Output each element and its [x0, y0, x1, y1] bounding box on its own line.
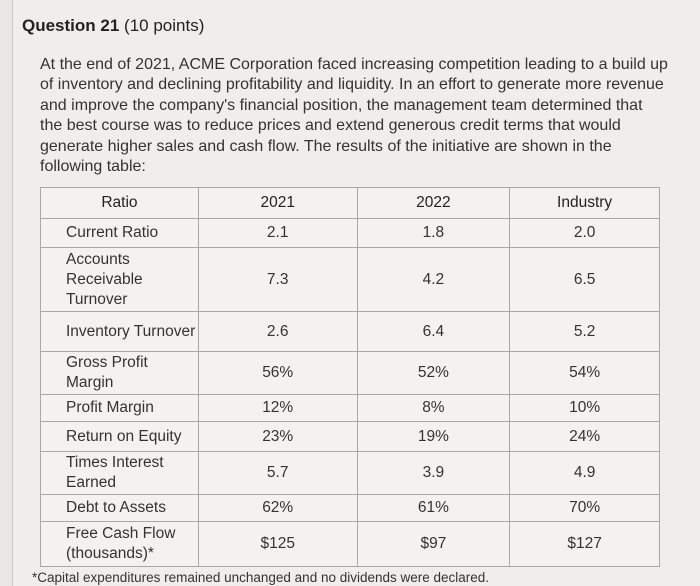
- row-label: Inventory Turnover: [40, 311, 199, 352]
- cell-value: 1.8: [356, 218, 511, 248]
- cell-value: 2.0: [509, 218, 660, 248]
- cell-value: 19%: [356, 421, 511, 452]
- cell-value: 12%: [197, 394, 358, 422]
- question-header: Question 21 (10 points): [22, 16, 204, 36]
- cell-value: 2.6: [197, 311, 358, 352]
- question-text: At the end of 2021, ACME Corporation fac…: [40, 56, 668, 176]
- cell-value: $97: [356, 521, 511, 567]
- cell-value: 4.2: [356, 247, 511, 312]
- question-title: Question 21: [22, 16, 120, 35]
- row-label: Current Ratio: [40, 218, 199, 248]
- cell-value: 52%: [356, 351, 511, 395]
- cell-value: 54%: [509, 351, 660, 395]
- cell-value: 23%: [197, 421, 358, 452]
- cell-value: 2.1: [197, 218, 358, 248]
- header-row: Ratio 2021 2022 Industry: [40, 187, 660, 219]
- cell-value: 7.3: [197, 247, 358, 312]
- table-row: Debt to Assets 62% 61% 70%: [40, 494, 660, 522]
- column-header: 2022: [356, 187, 511, 219]
- table-row: Profit Margin 12% 8% 10%: [40, 394, 660, 422]
- cell-value: 5.7: [197, 451, 358, 495]
- cell-value: $125: [197, 521, 358, 567]
- cell-value: 10%: [509, 394, 660, 422]
- cell-value: 61%: [356, 494, 511, 522]
- row-label: Times Interest Earned: [40, 451, 199, 495]
- footnote: *Capital expenditures remained unchanged…: [32, 570, 490, 585]
- table-row: Current Ratio 2.1 1.8 2.0: [40, 218, 660, 248]
- cell-value: 6.5: [509, 247, 660, 312]
- table-row: Accounts Receivable Turnover 7.3 4.2 6.5: [40, 247, 660, 312]
- cell-value: 6.4: [356, 311, 511, 352]
- cell-value: $127: [509, 521, 660, 567]
- row-label: Profit Margin: [40, 394, 199, 422]
- table-row: Return on Equity 23% 19% 24%: [40, 421, 660, 452]
- question-points: (10 points): [124, 16, 205, 35]
- cell-value: 62%: [197, 494, 358, 522]
- row-label: Debt to Assets: [40, 494, 199, 522]
- table-row: Free Cash Flow (thousands)* $125 $97 $127: [40, 521, 660, 567]
- column-header: Ratio: [40, 187, 199, 219]
- row-label: Gross Profit Margin: [40, 351, 199, 395]
- table-row: Gross Profit Margin 56% 52% 54%: [40, 351, 660, 395]
- cell-value: 24%: [509, 421, 660, 452]
- column-header: Industry: [509, 187, 660, 219]
- table-row: Times Interest Earned 5.7 3.9 4.9: [40, 451, 660, 495]
- cell-value: 3.9: [356, 451, 511, 495]
- cell-value: 56%: [197, 351, 358, 395]
- column-header: 2021: [197, 187, 358, 219]
- cell-value: 70%: [509, 494, 660, 522]
- table-row: Inventory Turnover 2.6 6.4 5.2: [40, 311, 660, 352]
- cell-value: 5.2: [509, 311, 660, 352]
- cell-value: 4.9: [509, 451, 660, 495]
- row-label: Free Cash Flow (thousands)*: [40, 521, 199, 567]
- cell-value: 8%: [356, 394, 511, 422]
- ratio-table: Ratio 2021 2022 Industry Current Ratio 2.1 1.8…: [40, 187, 660, 567]
- row-label: Accounts Receivable Turnover: [40, 247, 199, 312]
- table-body: Current Ratio 2.1 1.8 2.0 Accounts Receivabl…: [40, 218, 660, 567]
- row-label: Return on Equity: [40, 421, 199, 452]
